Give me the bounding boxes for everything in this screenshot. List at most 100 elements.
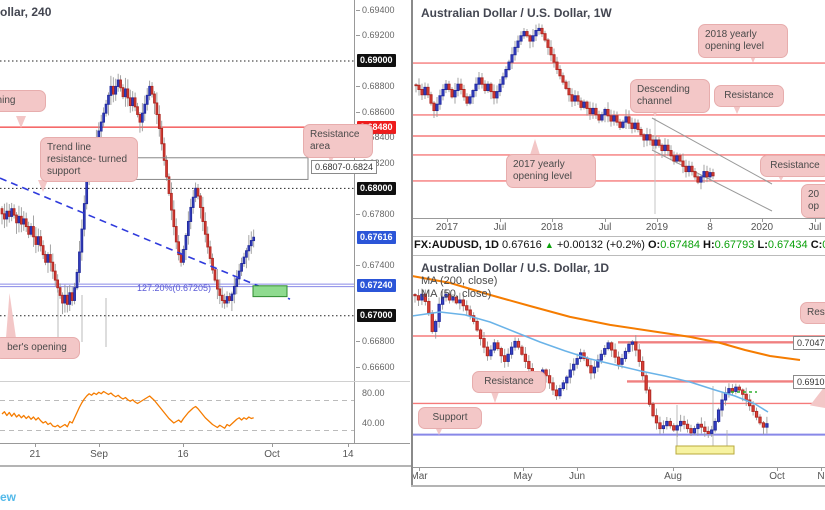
watermark-fragment[interactable]: ew: [0, 490, 17, 504]
price-tick-0.69400: 0.69400: [362, 5, 395, 15]
h4-candle: [167, 176, 171, 194]
d1-candle: [523, 353, 528, 362]
h4-candle: [29, 226, 33, 235]
h4-rsi-line: [1, 390, 254, 429]
h4-trendline-callout[interactable]: Trend line resistance- turned support: [40, 137, 138, 183]
time-tick-2017: 2017: [435, 222, 459, 233]
h4-candle: [53, 270, 57, 281]
w1-channel-lower: [651, 149, 773, 212]
h4-candle: [80, 228, 84, 253]
w1-candle: [447, 83, 451, 90]
h4-opening-callout[interactable]: ening: [0, 90, 46, 112]
h4-zone-price-label[interactable]: 0.6807-0.6824: [311, 160, 378, 174]
h4-monthly-opening-callout[interactable]: ber's opening: [0, 337, 80, 359]
w1-resistance2-callout[interactable]: Resistance: [760, 155, 825, 177]
w1-candle: [687, 165, 691, 173]
h4-candle: [138, 113, 142, 123]
d1-resistance-right-callout[interactable]: Res: [800, 302, 825, 324]
d1-candle: [589, 365, 593, 374]
w1-candle: [426, 86, 430, 96]
w1-clipped-callout[interactable]: 20 op: [801, 184, 825, 218]
d1-candle: [440, 296, 445, 305]
w1-candle: [540, 27, 544, 35]
d1-candle: [692, 428, 697, 434]
tick-mark: [356, 213, 360, 215]
h4-candle: [17, 215, 21, 224]
d1-ma50-legend[interactable]: MA (50, close): [421, 288, 492, 300]
h4-candle: [220, 294, 224, 301]
w1-candle: [552, 54, 556, 63]
h4-candle: [12, 208, 16, 216]
h4-trendline-callout-tail: [38, 180, 48, 192]
w1-candle: [495, 91, 499, 99]
w1-candle: [675, 155, 679, 162]
h4-candle: [186, 220, 190, 236]
d1-accumulation-box: [675, 445, 735, 455]
d1-candle: [668, 420, 672, 427]
d1-candle: [568, 369, 572, 378]
d1-price-label-6910[interactable]: 0.6910: [793, 375, 825, 389]
h4-candle: [179, 254, 183, 263]
d1-ma200-legend[interactable]: MA (200, close): [421, 275, 498, 287]
d1-resistance-callout[interactable]: Resistance: [472, 371, 546, 393]
w1-candle: [678, 155, 682, 162]
d1-candle: [751, 405, 755, 412]
d1-candle: [465, 305, 469, 311]
h4-fib-label[interactable]: 127.20%(0.67205): [137, 283, 212, 293]
h4-candle: [124, 88, 127, 98]
w1-candle: [606, 108, 610, 117]
ticker-bar[interactable]: FX:AUDUSD, 1D 0.67616 ▲ +0.00132 (+0.2%)…: [414, 239, 825, 254]
w1-candle: [564, 81, 568, 89]
w1-descending-channel-callout[interactable]: Descending channel: [630, 79, 710, 113]
w1-candle: [576, 95, 580, 102]
ticker-low-value: 0.67434: [767, 239, 808, 251]
price-tick-0.69000: 0.69000: [357, 54, 396, 68]
d1-candle: [434, 320, 438, 332]
w1-candle: [528, 35, 532, 42]
w1-candle: [636, 122, 640, 130]
w1-2017-open-callout[interactable]: 2017 yearly opening level: [506, 154, 596, 188]
h4-candle: [206, 233, 210, 248]
h4-candle: [15, 214, 18, 224]
tick-mark: [356, 366, 360, 368]
ticker-change: +0.00132 (+0.2%): [556, 239, 645, 251]
h4-candle: [194, 187, 197, 198]
h4-candle: [174, 226, 178, 243]
h4-resistance-area-callout[interactable]: Resistance area: [303, 124, 373, 158]
w1-candle: [534, 30, 538, 37]
d1-candle: [430, 312, 434, 332]
h4-candle: [199, 195, 202, 208]
w1-resistance-callout[interactable]: Resistance: [714, 85, 784, 107]
h4-candle: [247, 245, 251, 252]
d1-candle: [630, 341, 635, 345]
rsi-tick-80.00: 80.00: [362, 388, 385, 398]
w1-candle: [621, 121, 625, 128]
w1-candle: [462, 88, 466, 98]
d1-candle: [654, 415, 659, 424]
d1-support-callout[interactable]: Support: [418, 407, 482, 429]
d1-candle: [516, 340, 521, 348]
price-tick-0.67800: 0.67800: [362, 208, 395, 219]
d1-chart-title: Australian Dollar / U.S. Dollar, 1D: [421, 261, 610, 275]
w1-candle: [558, 68, 562, 77]
h4-candle: [160, 127, 164, 145]
h4-candle: [73, 287, 76, 301]
d1-ma200-line: [411, 275, 801, 361]
h4-candle: [111, 85, 115, 95]
w1-candle: [519, 35, 523, 42]
w1-candle: [474, 83, 478, 92]
d1-candle: [485, 346, 490, 357]
w1-candle: [480, 77, 484, 85]
h4-candle: [107, 94, 110, 105]
d1-price-label-7047[interactable]: 0.7047: [793, 336, 825, 350]
d1-candle: [710, 429, 714, 434]
w1-candle: [450, 88, 454, 98]
price-tick-0.68800: 0.68800: [362, 81, 395, 92]
w1-candle: [444, 83, 448, 90]
w1-candle: [456, 83, 460, 92]
price-tick-0.67240: 0.67240: [357, 278, 396, 292]
time-tick-2020: 2020: [750, 222, 774, 233]
w1-2018-open-callout[interactable]: 2018 yearly opening level: [698, 24, 788, 58]
ticker-symbol[interactable]: FX:AUDUSD, 1D: [414, 239, 499, 251]
